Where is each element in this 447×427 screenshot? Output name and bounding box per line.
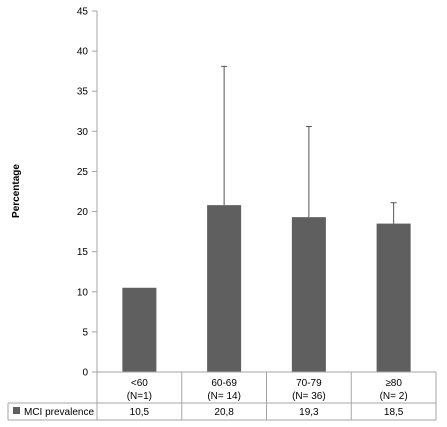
y-axis-title: Percentage xyxy=(11,164,22,218)
x-category-label: ≥80 xyxy=(385,378,402,389)
y-tick-label: 35 xyxy=(77,87,89,98)
bar xyxy=(376,223,411,372)
y-tick-label: 15 xyxy=(77,247,89,258)
data-table-value: 10,5 xyxy=(130,407,150,418)
x-category-n-label: (N=1) xyxy=(127,391,152,402)
data-table-value: 18,5 xyxy=(384,407,404,418)
bar xyxy=(207,205,242,372)
data-table-value: 20,8 xyxy=(214,407,234,418)
legend-label: MCI prevalence xyxy=(24,407,94,418)
y-tick-label: 10 xyxy=(77,287,89,298)
y-tick-label: 30 xyxy=(77,127,89,138)
y-tick-label: 5 xyxy=(82,327,88,338)
data-table: MCI prevalence <60 (N=1) 10,5 60-69 (N= 14) 20… xyxy=(7,371,437,421)
data-table-value: 19,3 xyxy=(299,407,319,418)
x-category-n-label: (N= 36) xyxy=(292,391,326,402)
y-tick-label: 0 xyxy=(82,368,88,379)
x-category-label: <60 xyxy=(131,378,148,389)
y-axis-ticks: 0 5 10 15 20 25 30 35 40 45 xyxy=(77,7,97,379)
error-bars xyxy=(221,65,397,224)
x-category-label: 60-69 xyxy=(211,378,237,389)
bar xyxy=(291,217,326,372)
y-tick-label: 45 xyxy=(77,7,89,18)
bars xyxy=(122,205,411,372)
y-tick-label: 40 xyxy=(77,47,89,58)
legend-swatch xyxy=(13,407,20,414)
bar xyxy=(122,287,157,372)
x-category-label: 70-79 xyxy=(296,378,322,389)
x-category-n-label: (N= 2) xyxy=(380,391,408,402)
x-category-n-label: (N= 14) xyxy=(207,391,241,402)
y-tick-label: 20 xyxy=(77,207,89,218)
y-tick-label: 25 xyxy=(77,167,89,178)
